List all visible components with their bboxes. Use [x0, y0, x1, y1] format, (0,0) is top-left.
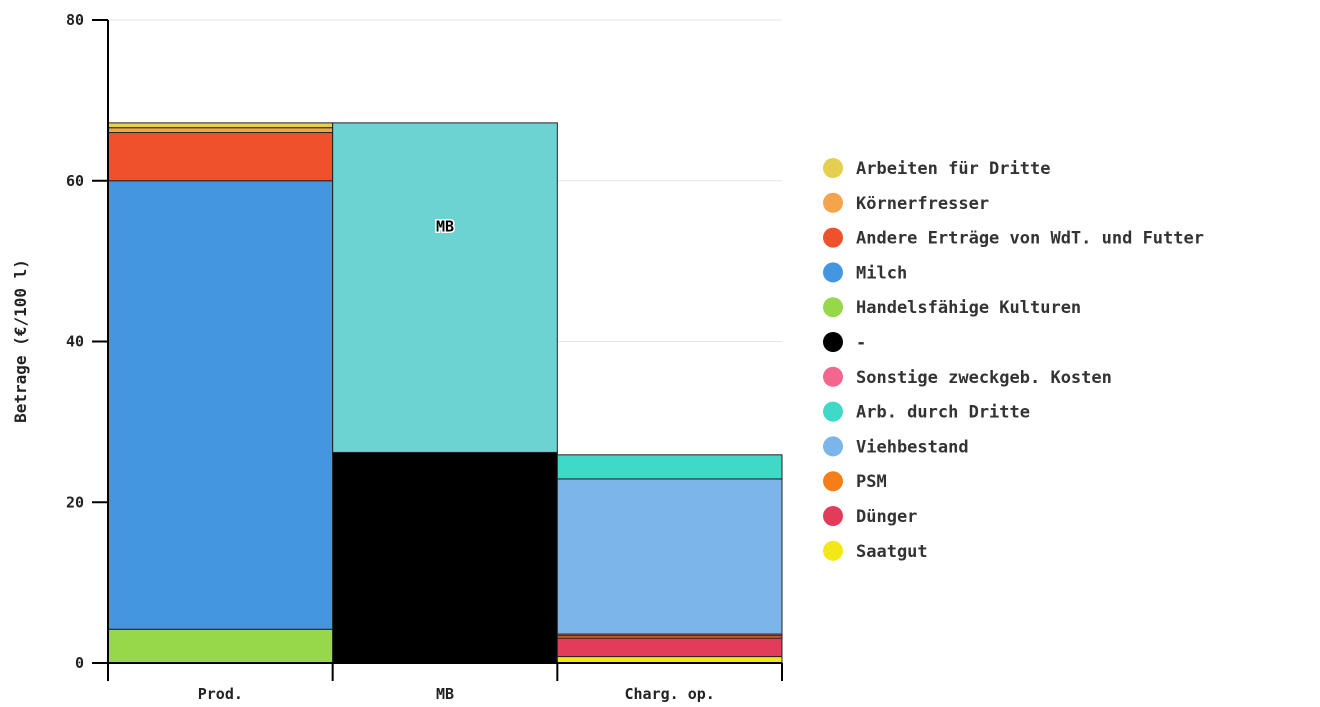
- legend-label: Milch: [856, 263, 907, 283]
- legend-item-arb-durch-dritte[interactable]: Arb. durch Dritte: [823, 401, 1030, 423]
- legend-item-arbeiten-für-dritte[interactable]: Arbeiten für Dritte: [823, 158, 1050, 179]
- y-tick-label-0: 0: [75, 654, 84, 672]
- y-tick-label-60: 60: [66, 172, 84, 190]
- y-tick-label-40: 40: [66, 333, 84, 351]
- legend-swatch: [823, 471, 843, 492]
- bar-stacks: [107, 122, 783, 664]
- axes: 0 20 40 60 80 Prod. MB Charg. op.: [66, 11, 783, 703]
- legend-label: Saatgut: [856, 542, 928, 562]
- legend-label: Sonstige zweckgeb. Kosten: [856, 368, 1112, 388]
- bar-prod-andere-erträge-von-wdt-und-futter[interactable]: [107, 132, 334, 182]
- bar-charg-op-arb-durch-dritte[interactable]: [556, 454, 783, 480]
- bar-prod-arbeiten-für-dritte[interactable]: [107, 122, 334, 129]
- bar-prod-milch[interactable]: [107, 180, 334, 630]
- bar-mb-mb[interactable]: [332, 122, 558, 453]
- legend-swatch: [823, 262, 843, 283]
- legend-label: Arbeiten für Dritte: [856, 159, 1050, 179]
- legend-swatch: [823, 227, 843, 248]
- legend-label: Körnerfresser: [856, 194, 989, 214]
- legend-item-psm[interactable]: PSM: [823, 471, 887, 492]
- x-tick-label-mb: MB: [436, 685, 454, 703]
- legend-swatch: [823, 436, 843, 457]
- legend-swatch: [823, 192, 843, 213]
- bar-mb-dash[interactable]: [332, 451, 558, 664]
- legend-item-viehbestand[interactable]: Viehbestand: [823, 436, 969, 457]
- legend-swatch: [823, 540, 843, 561]
- legend-item-saatgut[interactable]: Saatgut: [823, 540, 928, 562]
- legend: Arbeiten für Dritte Körnerfresser Andere E…: [823, 158, 1204, 562]
- bar-labels: MB: [434, 216, 455, 237]
- x-tick-label-charg-op: Charg. op.: [625, 685, 715, 703]
- legend-swatch: [823, 401, 843, 422]
- legend-label: Andere Erträge von WdT. und Futter: [856, 229, 1204, 249]
- legend-swatch: [823, 158, 843, 178]
- legend-swatch: [823, 332, 843, 352]
- legend-swatch: [823, 366, 843, 387]
- bar-prod-körnerfresser[interactable]: [107, 127, 334, 134]
- x-tick-label-prod: Prod.: [198, 685, 243, 703]
- legend-item-andere-erträge-von-wdt-und-futter[interactable]: Andere Erträge von WdT. und Futter: [823, 227, 1204, 249]
- legend-item-dünger[interactable]: Dünger: [823, 506, 917, 527]
- legend-item-milch[interactable]: Milch: [823, 262, 907, 283]
- bar-prod-handelsfähige-kulturen[interactable]: [107, 628, 334, 664]
- bar-charg-op-viehbestand[interactable]: [556, 478, 783, 635]
- legend-item-sonstige-zweckgeb-kosten[interactable]: Sonstige zweckgeb. Kosten: [823, 366, 1112, 388]
- legend-item-dash[interactable]: -: [823, 332, 866, 353]
- legend-label: PSM: [856, 472, 887, 492]
- y-axis-title: Betrage (€/100 l): [11, 259, 30, 423]
- y-tick-label-80: 80: [66, 11, 84, 29]
- bar-label-mb: MB: [436, 218, 454, 236]
- legend-swatch: [823, 297, 843, 318]
- legend-item-handelsfähige-kulturen[interactable]: Handelsfähige Kulturen: [823, 297, 1081, 318]
- legend-label: Dünger: [856, 507, 917, 527]
- y-tick-label-20: 20: [66, 493, 84, 511]
- legend-label: Arb. durch Dritte: [856, 403, 1030, 423]
- legend-label: Handelsfähige Kulturen: [856, 298, 1081, 318]
- legend-item-körnerfresser[interactable]: Körnerfresser: [823, 192, 989, 214]
- legend-label: -: [856, 333, 866, 353]
- legend-swatch: [823, 506, 843, 526]
- bar-charg-op-dünger[interactable]: [556, 637, 783, 658]
- legend-label: Viehbestand: [856, 437, 969, 457]
